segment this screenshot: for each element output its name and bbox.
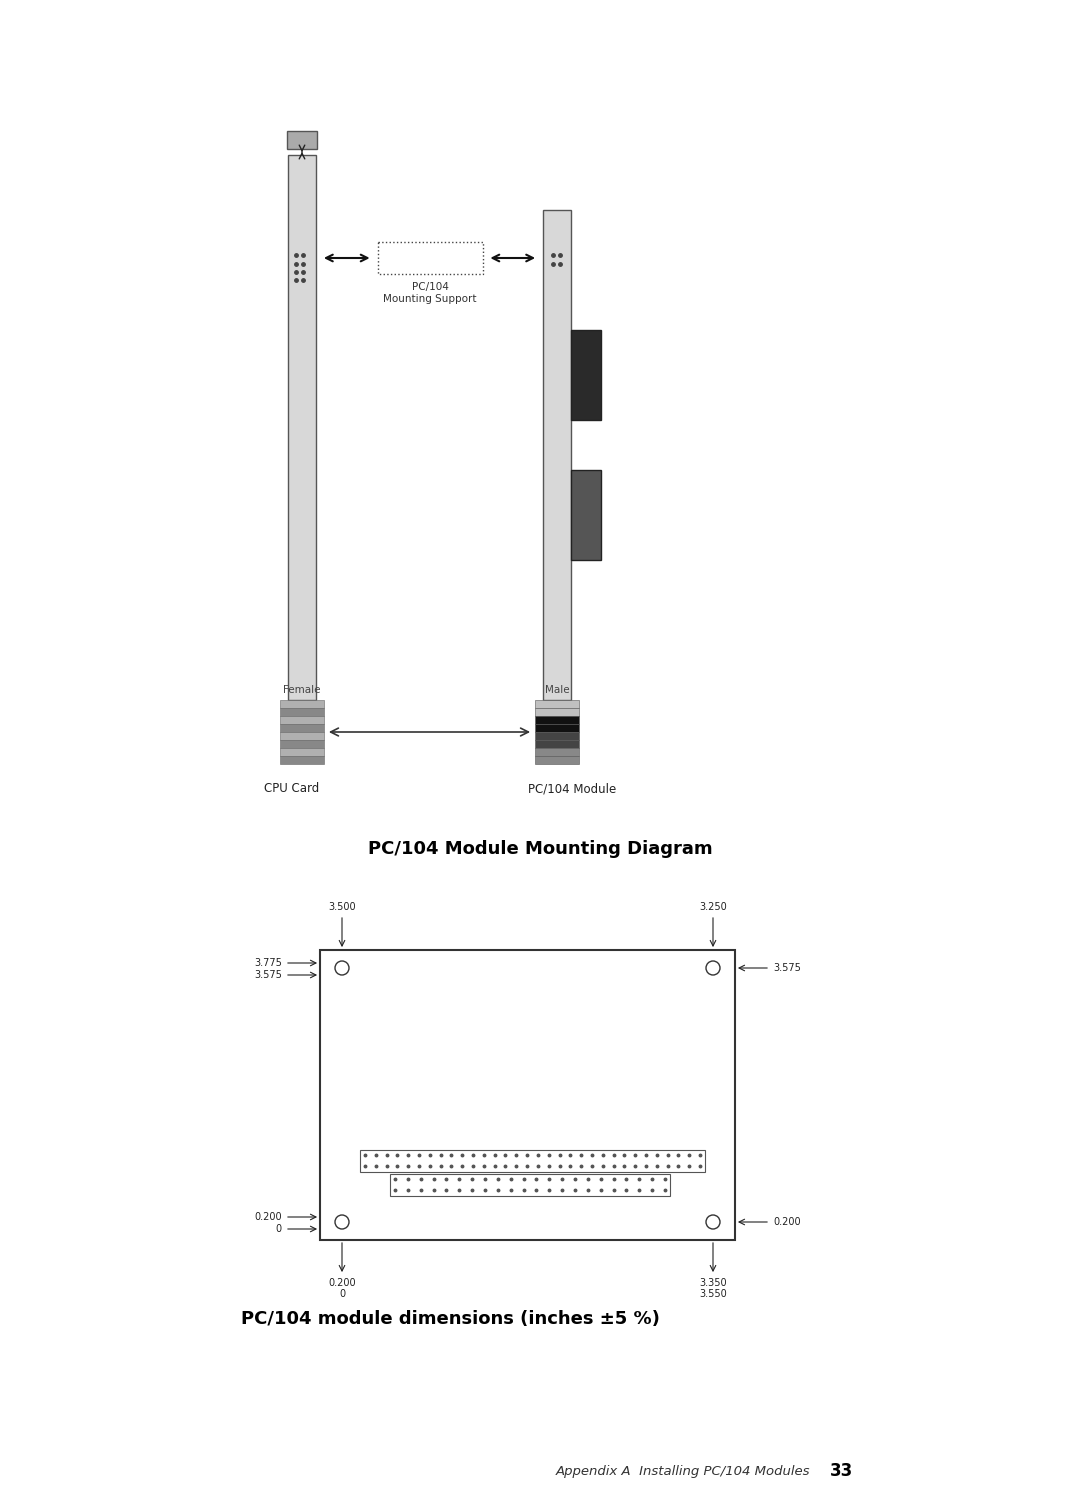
- Bar: [535, 700, 579, 709]
- Text: CPU Card: CPU Card: [265, 783, 320, 795]
- Bar: [535, 709, 579, 716]
- Bar: [280, 740, 324, 748]
- Text: 3.575: 3.575: [254, 970, 282, 981]
- Text: 0: 0: [275, 1224, 282, 1234]
- Text: PC/104 Module Mounting Diagram: PC/104 Module Mounting Diagram: [367, 840, 713, 858]
- Bar: [280, 709, 324, 716]
- Bar: [543, 210, 571, 700]
- Bar: [280, 748, 324, 756]
- Text: 3.775: 3.775: [254, 958, 282, 969]
- Text: PC/104 module dimensions (inches ±5 %): PC/104 module dimensions (inches ±5 %): [241, 1310, 660, 1328]
- Text: PC/104 Module: PC/104 Module: [528, 783, 616, 795]
- Bar: [535, 756, 579, 765]
- Bar: [378, 242, 483, 273]
- Text: PC/104
Mounting Support: PC/104 Mounting Support: [383, 283, 476, 304]
- Text: Male: Male: [544, 684, 569, 695]
- Bar: [535, 716, 579, 724]
- Bar: [535, 740, 579, 748]
- Text: 0: 0: [339, 1289, 346, 1299]
- Bar: [288, 156, 316, 700]
- Bar: [280, 731, 324, 740]
- Text: 0.200: 0.200: [773, 1216, 800, 1227]
- Text: 3.500: 3.500: [328, 902, 355, 913]
- Bar: [360, 1150, 705, 1173]
- Bar: [280, 724, 324, 731]
- Bar: [571, 329, 600, 420]
- Text: 3.550: 3.550: [699, 1289, 727, 1299]
- Text: 3.350: 3.350: [699, 1278, 727, 1287]
- Text: Appendix A  Installing PC/104 Modules: Appendix A Installing PC/104 Modules: [555, 1466, 810, 1478]
- Bar: [280, 716, 324, 724]
- Text: 0.200: 0.200: [328, 1278, 355, 1287]
- Bar: [535, 724, 579, 731]
- Bar: [535, 748, 579, 756]
- Text: 3.575: 3.575: [773, 963, 801, 973]
- Bar: [390, 1174, 670, 1197]
- Text: 33: 33: [831, 1463, 853, 1479]
- Bar: [280, 756, 324, 765]
- Bar: [535, 731, 579, 740]
- Text: 0.200: 0.200: [255, 1212, 282, 1222]
- Text: 3.250: 3.250: [699, 902, 727, 913]
- Bar: [280, 700, 324, 709]
- Bar: [571, 470, 600, 561]
- Bar: [287, 131, 318, 150]
- Bar: [320, 950, 735, 1241]
- Text: Female: Female: [283, 684, 321, 695]
